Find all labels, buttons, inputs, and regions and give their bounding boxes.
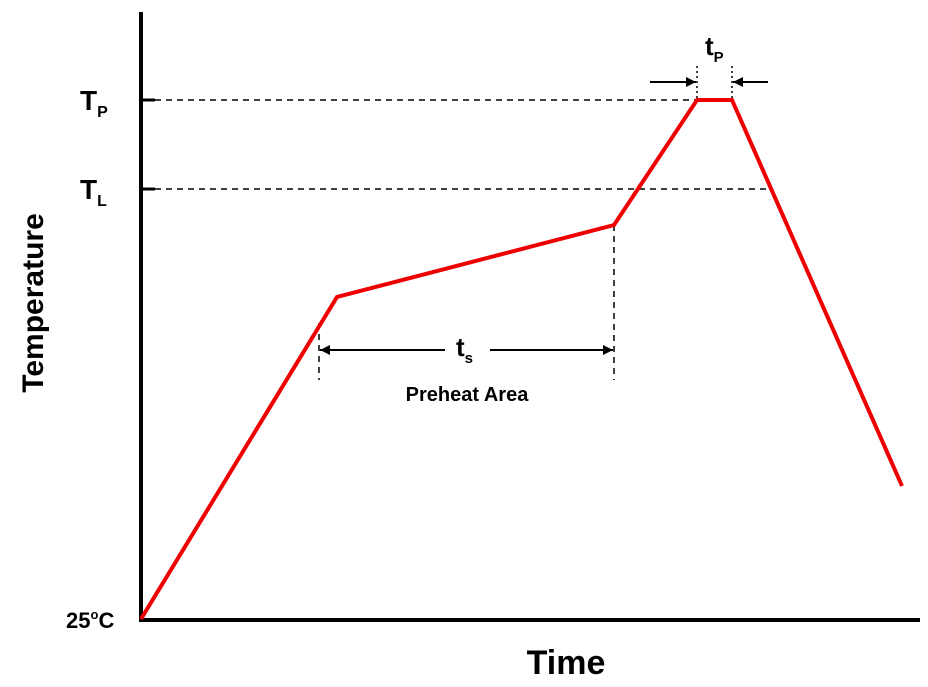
- reflow-profile-curve: [139, 98, 904, 621]
- tl-tick-label: TL: [80, 174, 107, 210]
- ts-label: ts: [456, 332, 473, 367]
- y-axis-label: Temperature: [17, 213, 50, 393]
- tp-label: tP: [705, 31, 724, 66]
- origin-temp-label: 25oC: [66, 607, 114, 633]
- preheat-area-label: Preheat Area: [406, 384, 530, 406]
- x-axis-label: Time: [527, 644, 606, 682]
- tp-tick-label: TP: [80, 85, 108, 121]
